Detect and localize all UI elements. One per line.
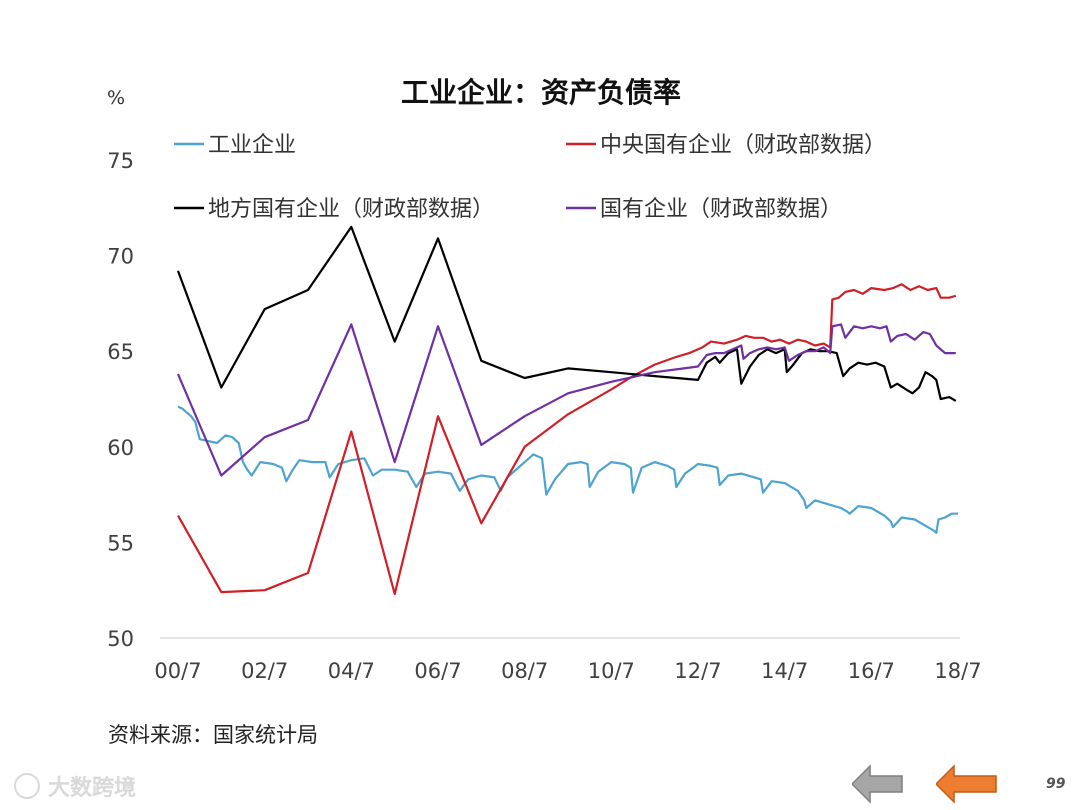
legend-label: 工业企业 bbox=[208, 133, 296, 158]
legend-label: 中央国有企业（财政部数据） bbox=[600, 133, 886, 158]
y-tick-label: 75 bbox=[107, 149, 134, 173]
series-line bbox=[176, 225, 957, 402]
page-number: 99 bbox=[1046, 776, 1066, 792]
left-arrow-icon bbox=[936, 764, 997, 804]
x-tick-label: 00/7 bbox=[154, 659, 201, 683]
y-axis-ticks: 50 55 60 65 70 75 bbox=[107, 149, 134, 651]
x-tick-label: 08/7 bbox=[501, 659, 548, 683]
next-page-button[interactable] bbox=[936, 764, 998, 804]
legend: 工业企业 中央国有企业（财政部数据） 地方国有企业（财政部数据） 国有企业（财政部数据… bbox=[174, 133, 886, 222]
legend-label: 地方国有企业（财政部数据） bbox=[208, 197, 494, 222]
x-tick-label: 18/7 bbox=[934, 659, 981, 683]
x-tick-label: 14/7 bbox=[761, 659, 808, 683]
y-tick-label: 70 bbox=[107, 245, 134, 269]
x-tick-label: 06/7 bbox=[414, 659, 461, 683]
y-tick-label: 60 bbox=[107, 436, 134, 460]
source-note: 资料来源：国家统计局 bbox=[108, 723, 318, 747]
watermark-text: 大数跨境 bbox=[48, 776, 137, 801]
y-tick-label: 65 bbox=[107, 340, 134, 364]
series-line bbox=[177, 405, 958, 534]
x-tick-label: 02/7 bbox=[241, 659, 288, 683]
previous-page-button[interactable] bbox=[852, 764, 904, 804]
x-tick-label: 04/7 bbox=[328, 659, 375, 683]
y-tick-label: 50 bbox=[107, 627, 134, 651]
x-tick-label: 16/7 bbox=[848, 659, 895, 683]
watermark-logo-icon bbox=[14, 773, 40, 799]
y-tick-label: 55 bbox=[107, 531, 134, 555]
x-axis-ticks: 00/7 02/7 04/7 06/7 08/7 10/7 12/7 14/7 16/7 18/7 bbox=[154, 659, 981, 683]
legend-label: 国有企业（财政部数据） bbox=[600, 197, 842, 222]
x-tick-label: 12/7 bbox=[674, 659, 721, 683]
series-lines bbox=[176, 225, 958, 596]
series-line bbox=[176, 323, 956, 477]
chart-title: 工业企业：资产负债率 bbox=[401, 76, 681, 109]
y-axis-unit: % bbox=[107, 87, 125, 109]
series-line bbox=[177, 283, 957, 596]
watermark: 大数跨境 bbox=[14, 770, 136, 802]
x-tick-label: 10/7 bbox=[588, 659, 635, 683]
left-arrow-icon bbox=[852, 764, 903, 804]
